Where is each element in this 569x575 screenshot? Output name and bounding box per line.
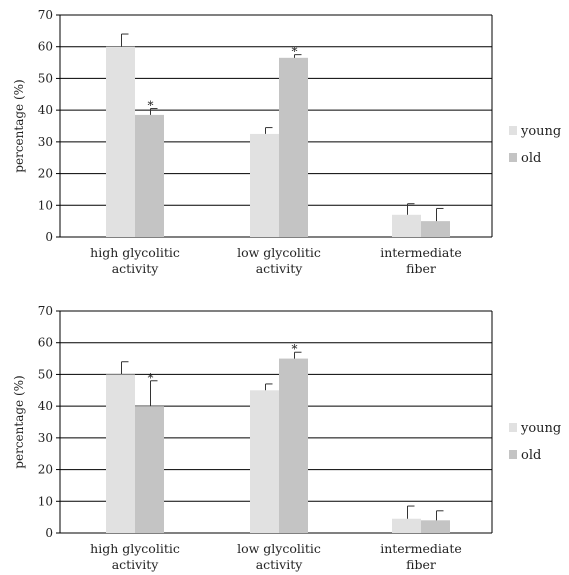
y-tick-label: 40 xyxy=(38,103,53,117)
y-tick-label: 50 xyxy=(38,71,53,85)
significance-mark: * xyxy=(148,99,154,113)
bar-young xyxy=(392,214,421,237)
bar-young xyxy=(106,374,135,533)
bar-old xyxy=(421,221,450,237)
y-tick-label: 20 xyxy=(38,463,53,477)
y-tick-label: 60 xyxy=(38,40,53,54)
y-tick-label: 0 xyxy=(45,526,53,540)
y-tick-label: 20 xyxy=(38,167,53,181)
y-tick-label: 10 xyxy=(38,198,53,212)
significance-mark: * xyxy=(292,342,298,356)
bar-old xyxy=(135,406,164,533)
legend-label-young: young xyxy=(520,124,561,139)
legend-swatch-young xyxy=(509,423,517,432)
x-tick-label: fiber xyxy=(406,261,436,276)
significance-mark: * xyxy=(292,45,298,59)
x-tick-label: intermediate xyxy=(380,245,462,260)
chart-panel-1: 0 10 20 30 40 50 60 70 percentage (%) * * high glyc… xyxy=(12,8,561,276)
x-tick-label: high glycolitic xyxy=(90,541,180,556)
y-tick-label: 70 xyxy=(38,304,53,318)
bar-young xyxy=(106,46,135,237)
y-tick-label: 10 xyxy=(38,494,53,508)
x-tick-label: activity xyxy=(112,261,160,276)
y-axis-label: percentage (%) xyxy=(12,375,26,468)
bar-old xyxy=(421,520,450,533)
bar-young xyxy=(250,390,279,533)
y-axis-label: percentage (%) xyxy=(12,79,26,172)
bar-old xyxy=(135,114,164,237)
chart-panel-2: 0 10 20 30 40 50 60 70 percentage (%) * * high glyc… xyxy=(12,304,561,572)
bar-young xyxy=(392,518,421,533)
bar-old xyxy=(279,57,308,237)
x-tick-label: activity xyxy=(112,557,160,572)
y-tick-label: 30 xyxy=(38,431,53,445)
significance-mark: * xyxy=(148,371,154,385)
x-tick-label: fiber xyxy=(406,557,436,572)
legend-swatch-old xyxy=(509,153,517,162)
x-tick-label: low glycolitic xyxy=(237,541,321,556)
legend-label-young: young xyxy=(520,421,561,436)
y-tick-label: 50 xyxy=(38,367,53,381)
y-tick-label: 0 xyxy=(45,230,53,244)
legend-swatch-young xyxy=(509,126,517,135)
x-tick-label: intermediate xyxy=(380,541,462,556)
y-tick-label: 30 xyxy=(38,135,53,149)
x-tick-label: high glycolitic xyxy=(90,245,180,260)
legend-label-old: old xyxy=(521,151,541,166)
x-tick-label: activity xyxy=(256,261,304,276)
bar-old xyxy=(279,358,308,533)
x-tick-label: low glycolitic xyxy=(237,245,321,260)
legend-label-old: old xyxy=(521,448,541,463)
legend-swatch-old xyxy=(509,450,517,459)
bar-young xyxy=(250,133,279,237)
x-tick-label: activity xyxy=(256,557,304,572)
y-tick-label: 60 xyxy=(38,336,53,350)
y-tick-label: 70 xyxy=(38,8,53,22)
y-tick-label: 40 xyxy=(38,399,53,413)
